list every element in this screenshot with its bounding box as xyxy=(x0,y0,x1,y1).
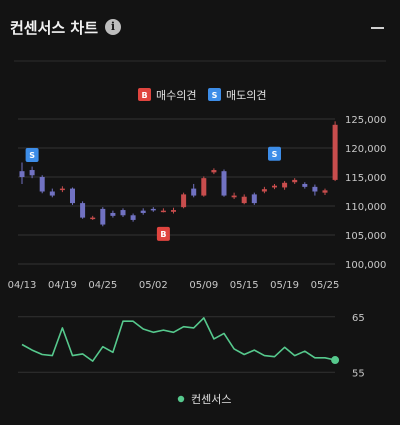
candle-body xyxy=(282,182,288,188)
info-icon[interactable]: i xyxy=(105,19,121,35)
consensus-line xyxy=(21,317,336,362)
legend-badge-letter: S xyxy=(212,91,218,100)
legend-badge-letter: B xyxy=(141,91,147,100)
candle-body xyxy=(211,170,217,173)
legend-label: 매도의견 xyxy=(226,89,266,102)
candle-body xyxy=(130,215,136,220)
minimize-icon[interactable] xyxy=(371,27,384,29)
candle-body xyxy=(241,196,247,204)
candle-body xyxy=(191,188,197,196)
candle-body xyxy=(160,210,166,213)
consensus-tick-label: 65 xyxy=(352,313,365,324)
candle-body xyxy=(261,189,267,192)
sell-signal-badge xyxy=(268,146,281,161)
price-tick-label: 120,000 xyxy=(345,144,386,155)
date-tick-label: 05/19 xyxy=(270,280,299,291)
candle-body xyxy=(231,195,237,198)
candle-body xyxy=(19,171,25,177)
sell-signal-badge xyxy=(25,147,39,162)
candle-body xyxy=(49,191,55,196)
candle-body xyxy=(150,208,156,211)
price-tick-label: 125,000 xyxy=(345,115,386,126)
consensus-chart: B 매수의견 S 매도의견 100,000 105,000 110,000 115,000 12… xyxy=(0,50,400,425)
price-tick-label: 115,000 xyxy=(345,173,386,184)
candle-body xyxy=(171,210,176,212)
consensus-legend-dot xyxy=(177,395,185,403)
candle-body xyxy=(140,210,146,213)
buy-signal-badge xyxy=(156,226,170,241)
candle-body xyxy=(181,194,187,208)
date-tick-label: 04/19 xyxy=(48,280,77,291)
header: 컨센서스 차트 i xyxy=(0,0,400,50)
consensus-legend-label: 컨센서스 xyxy=(191,393,231,406)
page-title: 컨센서스 차트 xyxy=(10,19,99,37)
date-tick-label: 05/02 xyxy=(139,280,168,291)
candle-body xyxy=(120,210,126,216)
candle-body xyxy=(221,171,227,196)
signal-badge-letter: S xyxy=(272,150,278,159)
legend-label: 매수의견 xyxy=(156,89,196,102)
candle-body xyxy=(292,179,298,183)
date-tick-label: 05/25 xyxy=(311,280,340,291)
candle-body xyxy=(302,183,308,187)
candle-body xyxy=(272,185,277,188)
legend-badge-b xyxy=(138,88,151,101)
price-tick-label: 100,000 xyxy=(345,260,386,271)
candle-body xyxy=(29,170,35,176)
candle-body xyxy=(80,203,86,218)
date-tick-label: 05/09 xyxy=(189,280,218,291)
candle-body xyxy=(322,190,328,193)
candle-body xyxy=(312,186,318,192)
chart-canvas: B 매수의견 S 매도의견 100,000 105,000 110,000 115,000 12… xyxy=(8,60,386,406)
date-tick-label: 04/13 xyxy=(8,280,37,291)
candle-body xyxy=(100,208,106,225)
candle-body xyxy=(201,178,207,196)
price-tick-label: 105,000 xyxy=(345,231,386,242)
legend-badge-s xyxy=(208,88,221,101)
candle-body xyxy=(251,194,257,204)
candle-body xyxy=(90,217,96,220)
candle-body xyxy=(39,177,45,192)
candle-body xyxy=(59,188,65,191)
price-tick-label: 110,000 xyxy=(345,202,386,213)
date-tick-label: 05/15 xyxy=(230,280,259,291)
signal-badge-letter: B xyxy=(160,230,166,239)
date-tick-label: 04/25 xyxy=(88,280,117,291)
consensus-last-point xyxy=(331,356,340,365)
candle-body xyxy=(70,188,75,204)
candle-body xyxy=(332,124,338,180)
candle-body xyxy=(110,212,116,216)
consensus-tick-label: 55 xyxy=(352,368,365,379)
signal-badge-letter: S xyxy=(29,151,35,160)
